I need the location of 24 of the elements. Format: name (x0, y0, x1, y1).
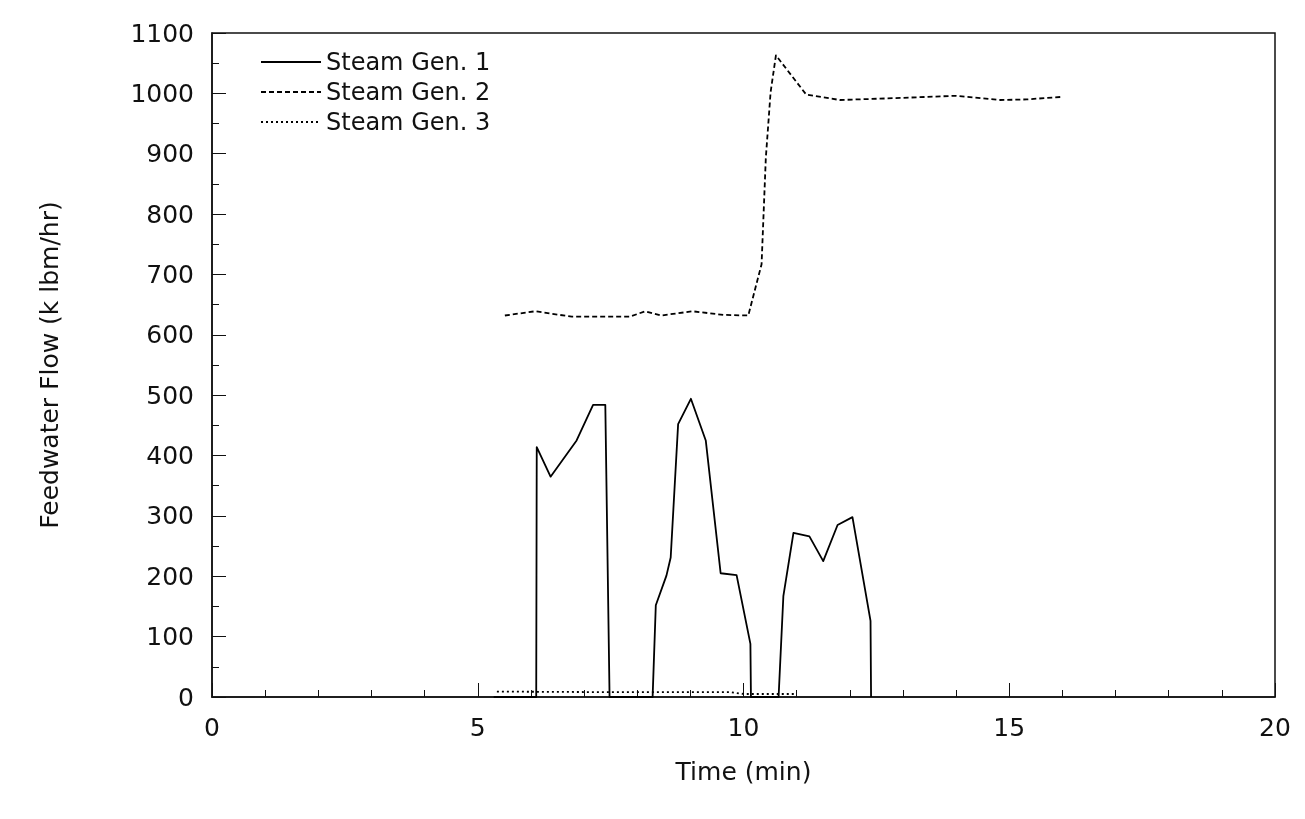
legend-label: Steam Gen. 3 (326, 108, 491, 136)
y-tick-label: 400 (146, 441, 194, 471)
legend-label: Steam Gen. 1 (326, 48, 491, 76)
line-series (492, 397, 872, 698)
y-tick-label: 1000 (130, 78, 194, 108)
y-tick-label: 800 (146, 199, 194, 229)
x-tick-label: 20 (1259, 713, 1291, 742)
line-series (503, 54, 1062, 318)
y-tick-label: 500 (146, 380, 194, 410)
y-tick-label: 700 (146, 259, 194, 289)
x-tick-label: 5 (469, 713, 486, 742)
y-tick-label: 900 (146, 139, 194, 169)
x-tick-label: 0 (204, 713, 220, 742)
y-tick-label: 1100 (130, 18, 194, 48)
x-axis-title: Time (min) (674, 757, 812, 786)
legend-label: Steam Gen. 2 (326, 78, 491, 106)
x-tick-label: 15 (993, 713, 1026, 742)
y-tick-label: 200 (146, 561, 194, 591)
y-tick-label: 100 (146, 622, 194, 652)
y-tick-label: 600 (146, 320, 194, 350)
y-tick-label: 0 (178, 682, 194, 712)
x-tick-label: 10 (727, 713, 760, 742)
y-axis-title: Feedwater Flow (k lbm/hr) (35, 201, 64, 529)
y-tick-label: 300 (146, 501, 194, 531)
